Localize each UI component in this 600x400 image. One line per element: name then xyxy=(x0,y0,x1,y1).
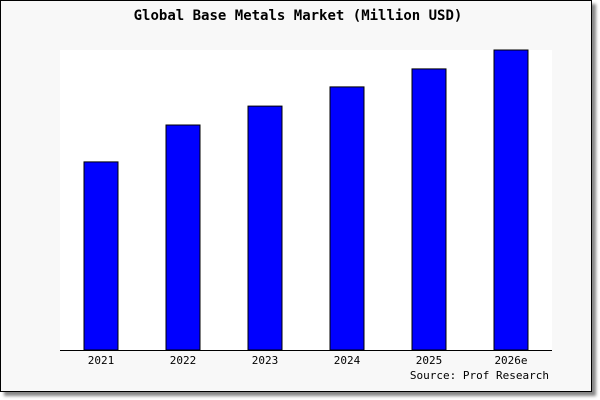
x-tick-label: 2023 xyxy=(252,354,279,367)
x-tick-label: 2026e xyxy=(494,354,527,367)
bar-2024 xyxy=(329,86,365,351)
bar-2022 xyxy=(165,124,201,351)
source-label: Source: Prof Research xyxy=(410,369,549,382)
bar-2025 xyxy=(411,68,447,351)
bar-2026e xyxy=(493,49,529,351)
x-tick-label: 2022 xyxy=(170,354,197,367)
bar-2023 xyxy=(247,105,283,351)
x-tick-label: 2025 xyxy=(416,354,443,367)
bar-2021 xyxy=(83,161,119,351)
x-tick-label: 2024 xyxy=(334,354,361,367)
chart-title: Global Base Metals Market (Million USD) xyxy=(134,8,463,24)
plot-area xyxy=(60,50,552,350)
x-tick-label: 2021 xyxy=(88,354,115,367)
